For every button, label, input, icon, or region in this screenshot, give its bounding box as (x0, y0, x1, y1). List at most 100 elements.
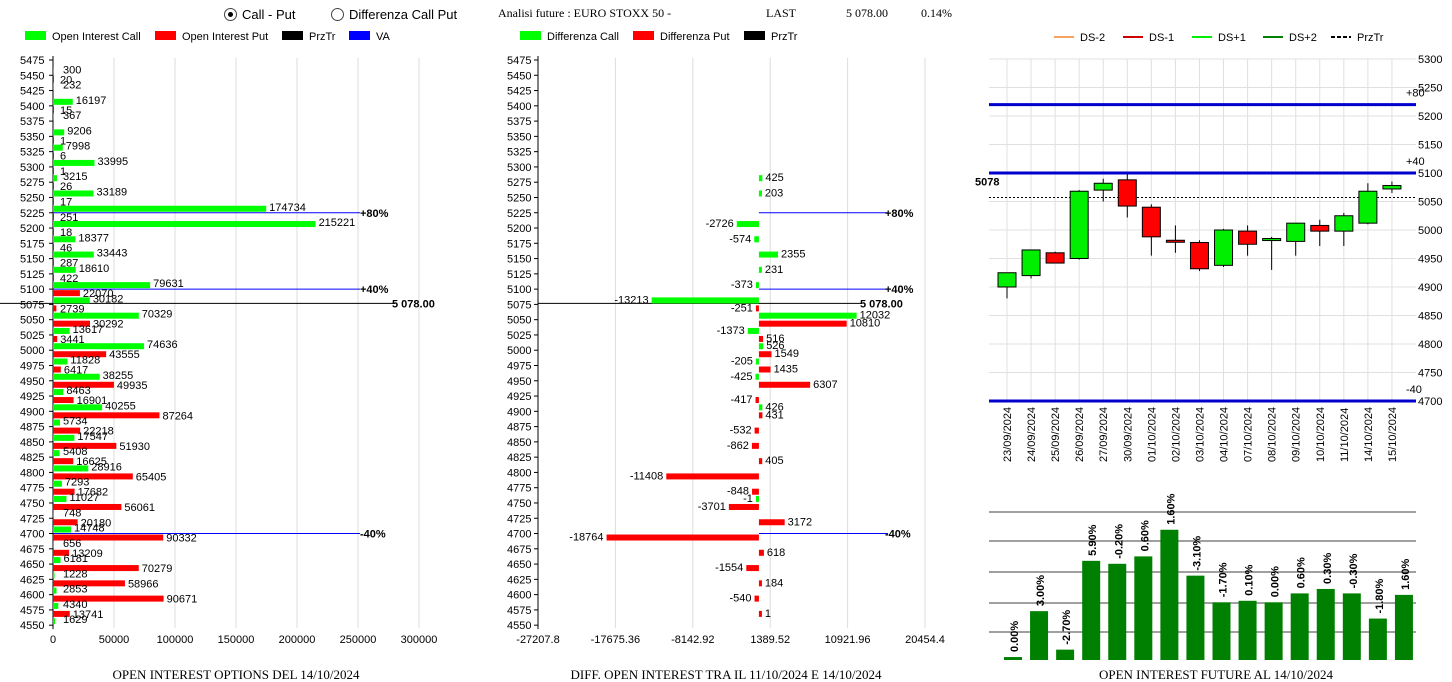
oi-price-label: 5 078.00 (392, 298, 435, 310)
diff-legend-swatch (520, 31, 541, 40)
candle-x-tick-label: 04/10/2024 (1219, 407, 1231, 462)
fut-bar-label: 0.60% (1296, 557, 1308, 588)
oi-put-label: 46 (60, 242, 72, 254)
fut-bar (1290, 593, 1309, 660)
oi-put-label: 18 (60, 227, 72, 239)
oi-y-tick-label: 5350 (20, 131, 44, 143)
oi-put-bar (53, 595, 164, 602)
oi-put-label: 22070 (83, 288, 114, 300)
diff-y-tick-label: 5150 (507, 254, 531, 266)
fut-bar-label: -0.30% (1348, 553, 1360, 588)
oi-legend-label: Open Interest Put (182, 31, 268, 43)
diff-y-tick-label: 4975 (507, 361, 531, 373)
oi-call-bar (53, 373, 100, 380)
oi-call-bar (53, 480, 62, 487)
candle-x-tick-label: 07/10/2024 (1243, 407, 1255, 462)
fut-bar-label: -2.70% (1061, 610, 1073, 645)
oi-call-label: 11828 (70, 355, 100, 367)
diff-call-bar (736, 221, 759, 228)
oi-y-tick-label: 4600 (20, 590, 44, 602)
radio-dot-selected[interactable] (224, 8, 237, 21)
diff-x-tick-label: -8142.92 (671, 634, 714, 646)
oi-call-label: 5734 (63, 416, 87, 428)
diff-put-label: 10810 (850, 318, 881, 330)
fut-bar (1160, 529, 1179, 660)
candle-y-tick-label: 4750 (1418, 368, 1442, 380)
oi-put-label: 70279 (142, 563, 173, 575)
candle-legend-label: DS+1 (1218, 32, 1246, 44)
diff-y-tick-label: 4900 (507, 406, 531, 418)
oi-call-bar (53, 266, 76, 273)
oi-put-label: 56061 (124, 502, 155, 514)
candle-x-tick-label: 24/09/2024 (1026, 407, 1038, 462)
diff-put-label: 1435 (774, 364, 798, 376)
candle-y-tick-label: 4850 (1418, 311, 1442, 323)
oi-call-bar (53, 526, 71, 533)
diff-put-bar (758, 458, 763, 465)
candle-x-tick-label: 11/10/2024 (1339, 408, 1351, 462)
fut-bar (1316, 588, 1335, 660)
oi-call-label: 14748 (74, 523, 105, 535)
oi-x-tick-label: 300000 (401, 634, 438, 646)
radio-call-put-label: Call - Put (242, 7, 296, 22)
oi-put-bar (53, 259, 54, 266)
oi-put-bar (53, 519, 78, 526)
diff-call-bar (651, 297, 759, 304)
diff-y-tick-label: 4875 (507, 422, 531, 434)
oi-va-label: +80% (360, 208, 389, 220)
diff-put-label: 1 (765, 608, 771, 620)
oi-call-label: 6181 (64, 553, 88, 565)
candle-x-tick-label: 14/10/2024 (1363, 407, 1375, 462)
oi-y-tick-label: 4625 (20, 574, 44, 586)
oi-put-bar (53, 229, 54, 236)
oi-x-tick-label: 50000 (99, 634, 130, 646)
diff-y-tick-label: 5300 (507, 162, 531, 174)
candle-body (1382, 185, 1402, 190)
fut-bar (1394, 594, 1413, 660)
oi-y-tick-label: 4650 (20, 559, 44, 571)
oi-call-label: 74636 (147, 339, 178, 351)
candle-body (1141, 206, 1161, 238)
oi-call-bar (53, 587, 57, 594)
candle-level-label: +40 (1406, 156, 1425, 168)
fut-bar-label: 0.00% (1270, 566, 1282, 597)
oi-y-tick-label: 4700 (20, 529, 44, 541)
diff-call-bar (758, 251, 779, 258)
diff-y-tick-label: 4625 (507, 574, 531, 586)
oi-put-bar (53, 534, 164, 541)
candle-body (1286, 222, 1306, 242)
candle-y-tick-label: 4950 (1418, 254, 1442, 266)
oi-put-label: 16625 (76, 456, 107, 468)
diff-put-label: 618 (767, 547, 785, 559)
oi-y-tick-label: 4750 (20, 498, 44, 510)
oi-y-tick-label: 4925 (20, 391, 44, 403)
fut-bar (1056, 649, 1075, 660)
oi-put-bar (53, 610, 70, 617)
diff-y-tick-label: 5275 (507, 177, 531, 189)
diff-call-label: -1 (743, 493, 753, 505)
oi-put-bar (53, 183, 54, 190)
diff-legend-label: Differenza Put (660, 31, 730, 43)
radio-call-put[interactable]: Call - Put (224, 7, 295, 22)
radio-differenza[interactable]: Differenza Call Put (331, 7, 457, 22)
oi-put-bar (53, 167, 54, 174)
fut-bar (1368, 618, 1387, 660)
fut-bar (1030, 611, 1049, 660)
diff-call-label: 425 (765, 172, 783, 184)
fut-bar (1186, 575, 1205, 660)
radio-dot[interactable] (331, 8, 344, 21)
oi-call-bar (53, 312, 139, 319)
oi-call-label: 18377 (78, 232, 109, 244)
oi-put-bar (53, 137, 54, 144)
oi-call-label: 8463 (66, 385, 90, 397)
diff-y-tick-label: 4925 (507, 391, 531, 403)
oi-put-bar (53, 366, 61, 373)
diff-legend-swatch (744, 31, 765, 40)
oi-put-label: 251 (60, 212, 78, 224)
oi-call-label: 28916 (91, 461, 122, 473)
diff-put-label: -862 (727, 440, 749, 452)
diff-put-bar (752, 488, 759, 495)
diff-put-label: -532 (730, 425, 752, 437)
oi-legend-swatch (25, 31, 46, 40)
oi-put-bar (53, 473, 133, 480)
